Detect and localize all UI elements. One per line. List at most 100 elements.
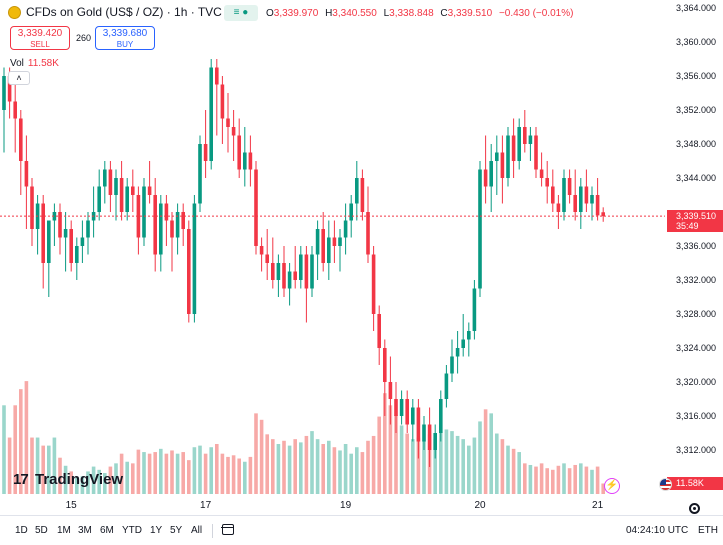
candle-body bbox=[181, 212, 185, 229]
volume-bar bbox=[52, 437, 57, 494]
volume-bar bbox=[360, 452, 365, 494]
volume-bar bbox=[215, 444, 219, 494]
volume-bar bbox=[243, 461, 247, 494]
volume-bar bbox=[338, 450, 342, 494]
price-tick-label: 3,328.000 bbox=[676, 309, 717, 319]
buy-button[interactable]: 3,339.680 BUY bbox=[95, 26, 155, 50]
candle-body bbox=[455, 348, 460, 357]
volume-bar bbox=[467, 445, 471, 494]
price-tick-label: 3,332.000 bbox=[676, 275, 717, 285]
candle-body bbox=[192, 203, 197, 314]
price-tick-label: 3,336.000 bbox=[676, 241, 717, 251]
volume-bar bbox=[259, 419, 264, 494]
price-candles bbox=[2, 59, 605, 467]
ohlc-high-key: H bbox=[325, 8, 333, 19]
volume-bar bbox=[556, 465, 561, 494]
volume-bar bbox=[237, 458, 241, 494]
volume-bar bbox=[405, 433, 409, 494]
volume-bar bbox=[299, 442, 303, 494]
volume-bar bbox=[539, 463, 544, 494]
time-tick-label: 21 bbox=[592, 500, 604, 511]
candle-body bbox=[349, 203, 353, 221]
volume-bar bbox=[394, 414, 398, 494]
time-tick-label: 15 bbox=[65, 500, 77, 511]
market-status-badge[interactable]: ≡ ● bbox=[224, 5, 258, 21]
utc-clock[interactable]: 04:24:10 UTC bbox=[626, 525, 689, 536]
candle-body bbox=[483, 169, 488, 187]
range-ytd-button[interactable]: YTD bbox=[122, 525, 142, 536]
volume-bar bbox=[584, 466, 589, 494]
ohlc-open-key: O bbox=[266, 8, 274, 19]
volume-bar bbox=[483, 409, 488, 494]
volume-bar bbox=[47, 445, 51, 494]
candle-body bbox=[366, 212, 370, 255]
volume-bar bbox=[444, 429, 449, 494]
candle-body bbox=[416, 407, 421, 442]
sell-price: 3,339.420 bbox=[17, 28, 63, 39]
calendar-icon[interactable] bbox=[221, 524, 234, 535]
candle-body bbox=[444, 373, 449, 399]
volume-bar bbox=[383, 393, 387, 494]
range-6m-button[interactable]: 6M bbox=[100, 525, 114, 536]
tradingview-logo[interactable]: 17 TradingView bbox=[13, 471, 123, 488]
volume-bar bbox=[601, 483, 605, 494]
candle-body bbox=[175, 212, 180, 238]
lightning-alert-icon[interactable]: ⚡ bbox=[604, 478, 620, 494]
volume-bar bbox=[287, 445, 292, 494]
candle-body bbox=[52, 212, 57, 221]
candle-body bbox=[315, 229, 320, 255]
candle-body bbox=[153, 195, 157, 255]
candle-body bbox=[58, 212, 62, 238]
candle-body bbox=[472, 288, 477, 331]
collapse-volume-button[interactable]: ˄ bbox=[8, 71, 30, 85]
candle-body bbox=[170, 220, 174, 238]
range-1y-button[interactable]: 1Y bbox=[150, 525, 163, 536]
symbol-title[interactable]: CFDs on Gold (US$ / OZ) · 1h · TVC bbox=[26, 5, 222, 19]
candle-body bbox=[377, 314, 381, 348]
volume-bar bbox=[523, 463, 527, 494]
volume-bar bbox=[489, 413, 493, 494]
candle-body bbox=[556, 203, 561, 212]
volume-bar bbox=[416, 437, 421, 494]
candle-body bbox=[590, 195, 594, 204]
range-5y-button[interactable]: 5Y bbox=[170, 525, 183, 536]
candle-body bbox=[215, 67, 219, 85]
candle-body bbox=[439, 399, 443, 433]
session-eth-button[interactable]: ETH bbox=[698, 525, 718, 536]
volume-bar bbox=[187, 460, 191, 494]
range-1d-button[interactable]: 1D bbox=[15, 525, 28, 536]
candle-body bbox=[119, 178, 124, 212]
range-3m-button[interactable]: 3M bbox=[78, 525, 92, 536]
volume-bar bbox=[91, 466, 96, 494]
volume-bar bbox=[315, 439, 320, 494]
price-tick-label: 3,324.000 bbox=[676, 343, 717, 353]
volume-bar bbox=[231, 455, 236, 494]
range-1m-button[interactable]: 1M bbox=[57, 525, 71, 536]
volume-bar bbox=[192, 447, 197, 494]
candle-body bbox=[405, 399, 409, 425]
spread-value: 260 bbox=[76, 33, 92, 43]
range-5d-button[interactable]: 5D bbox=[35, 525, 48, 536]
price-tick-label: 3,312.000 bbox=[676, 445, 717, 455]
candlestick-chart[interactable] bbox=[0, 0, 665, 500]
candle-body bbox=[327, 237, 331, 263]
range-all-button[interactable]: All bbox=[191, 525, 203, 536]
volume-bar bbox=[80, 476, 85, 494]
candle-body bbox=[433, 433, 437, 450]
volume-bar bbox=[590, 469, 594, 494]
volume-legend[interactable]: Vol 11.58K bbox=[10, 58, 59, 69]
volume-bar bbox=[478, 421, 482, 494]
candle-body bbox=[237, 135, 241, 170]
candle-body bbox=[142, 186, 146, 238]
volume-bar bbox=[411, 439, 415, 494]
price-axis[interactable]: 3,364.000 3,360.000 3,356.000 3,352.000 3,34… bbox=[665, 0, 723, 500]
tradingview-logo-icon: 17 bbox=[13, 471, 29, 488]
candle-body bbox=[551, 186, 555, 204]
volume-value: 11.58K bbox=[27, 58, 59, 69]
settings-gear-icon[interactable] bbox=[689, 503, 700, 514]
time-tick-label: 19 bbox=[340, 500, 352, 511]
candle-body bbox=[579, 186, 583, 212]
candle-body bbox=[136, 195, 141, 238]
sell-button[interactable]: 3,339.420 SELL bbox=[10, 26, 70, 50]
buy-label: BUY bbox=[116, 40, 134, 49]
